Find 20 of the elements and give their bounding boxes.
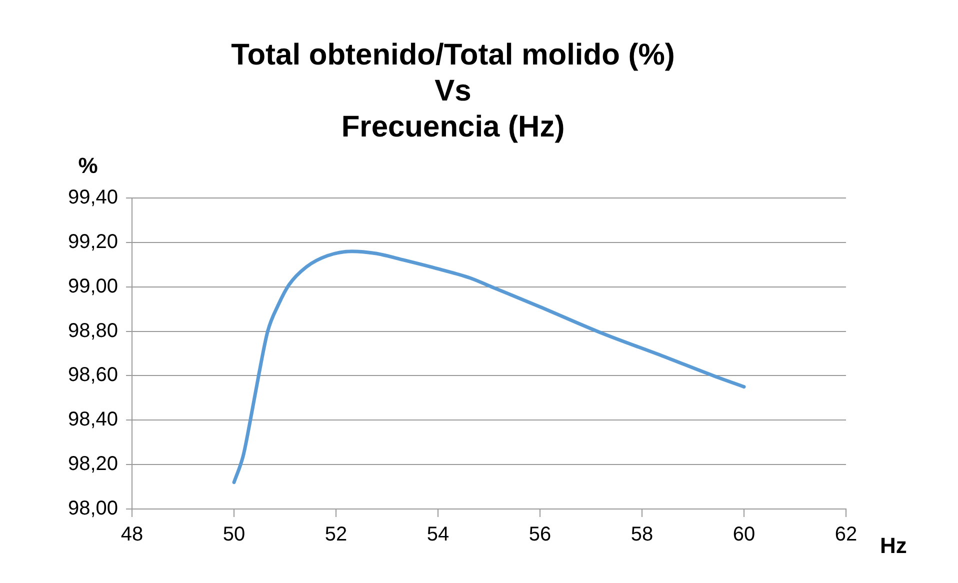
y-axis-title: % xyxy=(78,153,98,178)
y-tick-label: 99,40 xyxy=(68,186,118,209)
x-axis-title: Hz xyxy=(880,533,907,558)
x-tick-label: 58 xyxy=(630,524,654,546)
x-tick-label: 56 xyxy=(528,524,552,546)
chart-title: Total obtenido/Total molido (%) Vs Frecuencia (Hz) xyxy=(231,38,675,144)
y-tick-label: 98,40 xyxy=(68,408,118,431)
y-tick-label: 98,80 xyxy=(68,320,118,342)
line-series xyxy=(232,250,746,484)
y-tick-label: 98,20 xyxy=(68,453,118,476)
x-tick-label: 62 xyxy=(834,524,858,546)
y-tick-label: 99,20 xyxy=(68,230,118,253)
y-tick-label: 99,00 xyxy=(68,275,118,298)
x-tick-label: 60 xyxy=(732,524,756,546)
x-tick-label: 54 xyxy=(426,524,450,546)
y-tick-label: 98,60 xyxy=(68,364,118,386)
y-tick-label: 98,00 xyxy=(68,498,118,520)
x-tick-label: 48 xyxy=(120,524,144,546)
x-tick-label: 52 xyxy=(324,524,348,546)
x-tick-label: 50 xyxy=(222,524,246,546)
